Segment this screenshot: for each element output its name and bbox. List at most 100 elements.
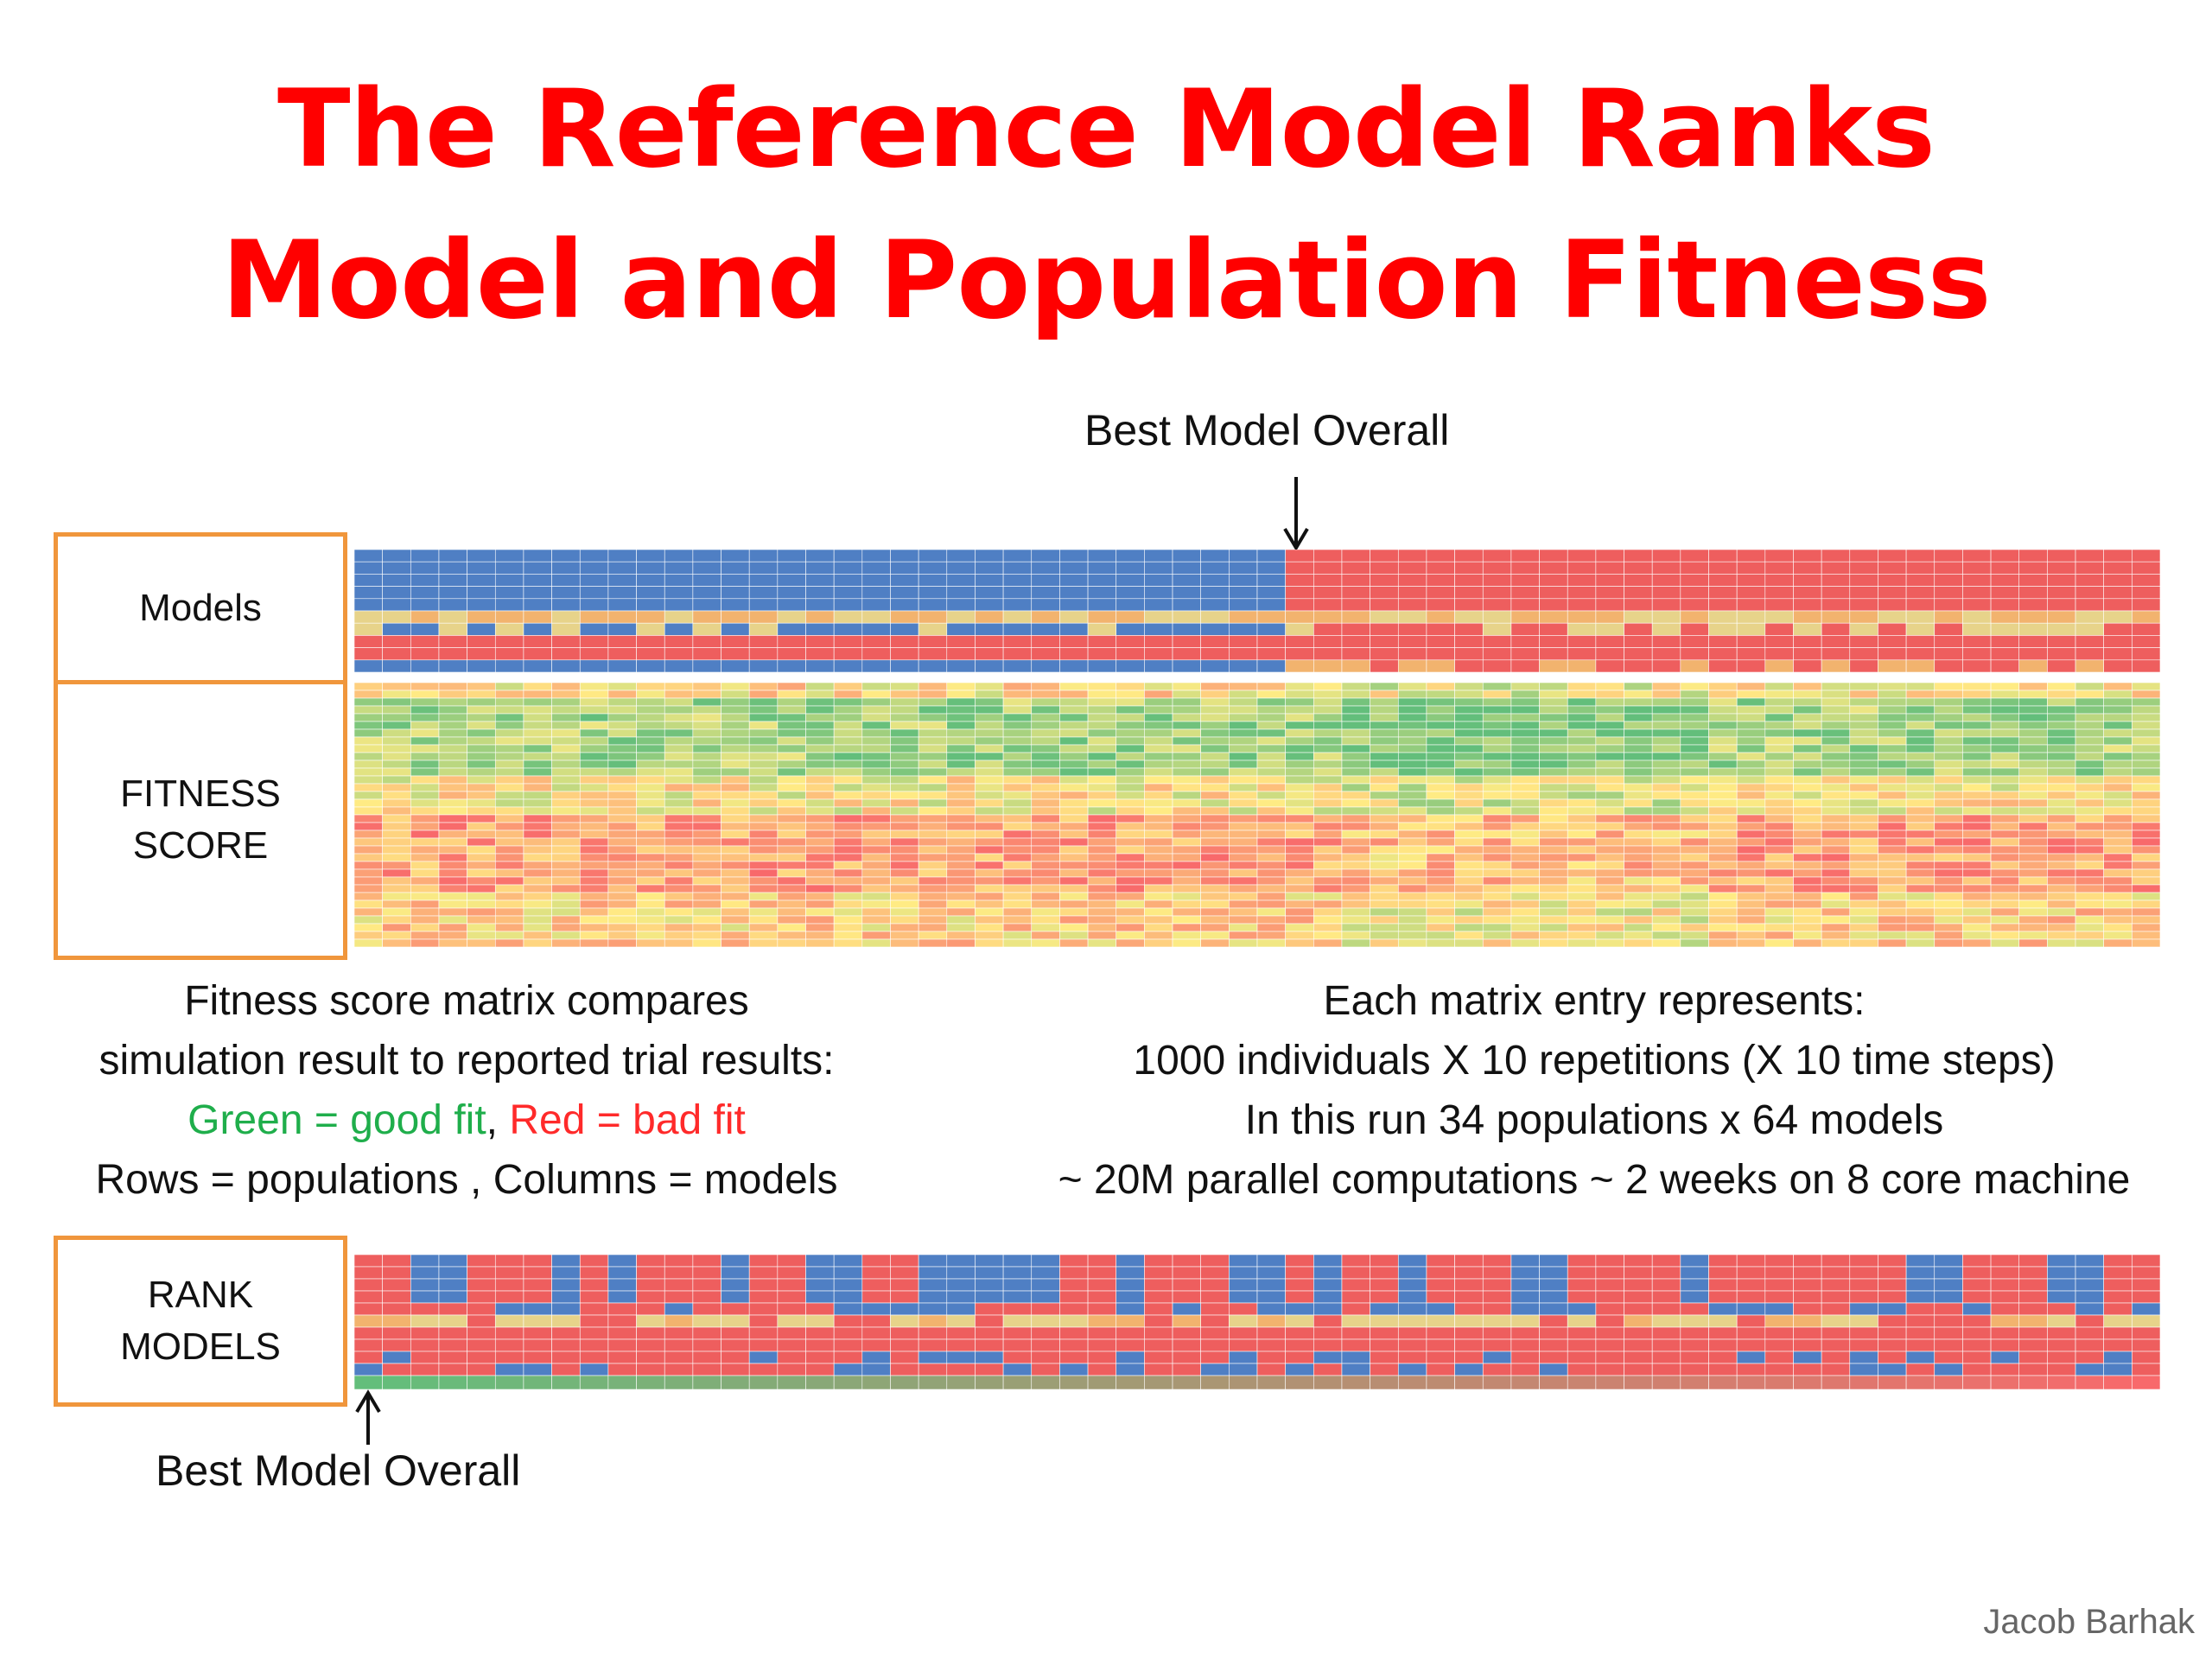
fitness-matrix-cell bbox=[1567, 814, 1597, 823]
fitness-matrix-cell bbox=[1172, 690, 1201, 699]
rank-matrix-cell bbox=[1990, 1266, 2020, 1280]
fitness-matrix-cell bbox=[1595, 830, 1624, 839]
fitness-matrix-cell bbox=[1736, 705, 1766, 715]
rank-matrix-cell bbox=[2103, 1363, 2133, 1376]
fitness-matrix-cell bbox=[1002, 907, 1033, 917]
models-matrix-cell bbox=[748, 622, 779, 636]
models-matrix-cell bbox=[1172, 550, 1201, 563]
models-matrix-cell bbox=[607, 610, 637, 624]
fitness-matrix-cell bbox=[1539, 907, 1568, 917]
rank-score-cell bbox=[1567, 1375, 1597, 1389]
fitness-matrix-cell bbox=[1821, 830, 1851, 839]
fitness-matrix-cell bbox=[494, 760, 524, 769]
rank-matrix-cell bbox=[2018, 1314, 2048, 1328]
models-matrix-cell bbox=[975, 659, 1004, 672]
fitness-matrix-cell bbox=[1680, 830, 1709, 839]
fitness-matrix-cell bbox=[2103, 713, 2133, 722]
models-matrix-cell bbox=[1878, 561, 1907, 575]
fitness-matrix-cell bbox=[382, 713, 411, 722]
fitness-matrix-cell bbox=[1059, 760, 1089, 769]
rank-matrix-cell bbox=[410, 1338, 440, 1352]
fitness-matrix-cell bbox=[1990, 728, 2020, 738]
fitness-matrix-cell bbox=[2018, 713, 2048, 722]
fitness-matrix-cell bbox=[721, 845, 750, 855]
fitness-matrix-cell bbox=[1595, 892, 1624, 901]
fitness-matrix-cell bbox=[1934, 683, 1963, 691]
fitness-matrix-cell bbox=[1285, 791, 1314, 800]
fitness-matrix-cell bbox=[410, 837, 440, 847]
fitness-matrix-cell bbox=[1482, 806, 1512, 816]
fitness-matrix-cell bbox=[833, 814, 863, 823]
fitness-matrix-cell bbox=[1990, 752, 2020, 761]
fitness-matrix-cell bbox=[1595, 876, 1624, 886]
fitness-matrix-cell bbox=[1962, 923, 1992, 932]
models-matrix-cell bbox=[1397, 574, 1427, 587]
fitness-matrix-cell bbox=[1708, 728, 1738, 738]
rank-matrix-cell bbox=[1426, 1278, 1455, 1292]
fitness-matrix-cell bbox=[1849, 683, 1878, 691]
fitness-matrix-cell bbox=[1285, 690, 1314, 699]
rank-matrix-cell bbox=[1567, 1363, 1597, 1376]
fitness-matrix-cell bbox=[2075, 861, 2104, 870]
models-matrix-cell bbox=[494, 635, 524, 648]
fitness-matrix-cell bbox=[1539, 915, 1568, 925]
rank-score-cell bbox=[607, 1375, 637, 1389]
models-matrix-cell bbox=[1229, 622, 1258, 636]
fitness-matrix-cell bbox=[354, 814, 383, 823]
fitness-matrix-cell bbox=[1962, 892, 1992, 901]
models-matrix-cell bbox=[1172, 659, 1201, 672]
fitness-matrix-cell bbox=[607, 775, 637, 785]
fitness-matrix-cell bbox=[551, 721, 581, 730]
fitness-matrix-cell bbox=[1454, 705, 1484, 715]
rank-matrix-cell bbox=[1990, 1351, 2020, 1364]
rank-matrix-cell bbox=[1764, 1302, 1794, 1316]
fitness-matrix-cell bbox=[2103, 837, 2133, 847]
models-matrix-cell bbox=[354, 647, 383, 661]
fitness-matrix-cell bbox=[1059, 892, 1089, 901]
rank-score-cell bbox=[1002, 1375, 1033, 1389]
models-matrix-cell bbox=[1905, 574, 1936, 587]
fitness-matrix-cell bbox=[467, 868, 496, 878]
fitness-matrix-cell bbox=[946, 923, 976, 932]
fitness-matrix-cell bbox=[1031, 907, 1060, 917]
models-matrix-cell bbox=[1059, 550, 1089, 563]
fitness-matrix-cell bbox=[1539, 861, 1568, 870]
fitness-matrix-cell bbox=[1764, 760, 1794, 769]
fitness-matrix-cell bbox=[1905, 853, 1936, 862]
fitness-matrix-cell bbox=[1172, 822, 1201, 831]
rank-matrix-cell bbox=[918, 1338, 948, 1352]
fitness-matrix-cell bbox=[1031, 791, 1060, 800]
fitness-matrix-cell bbox=[890, 736, 919, 746]
models-matrix-cell bbox=[551, 598, 581, 612]
rank-matrix-cell bbox=[1313, 1278, 1343, 1292]
models-matrix-cell bbox=[1680, 622, 1709, 636]
fitness-matrix-cell bbox=[494, 915, 524, 925]
fitness-matrix-cell bbox=[1821, 697, 1851, 707]
models-matrix-cell bbox=[1002, 561, 1033, 575]
fitness-matrix-cell bbox=[607, 868, 637, 878]
rank-score-cell bbox=[438, 1375, 467, 1389]
fitness-matrix-cell bbox=[861, 760, 891, 769]
fitness-matrix-cell bbox=[664, 760, 694, 769]
fitness-matrix-cell bbox=[1680, 744, 1709, 753]
fitness-matrix-cell bbox=[721, 744, 750, 753]
fitness-matrix-cell bbox=[1567, 690, 1597, 699]
rank-matrix-cell bbox=[636, 1255, 665, 1268]
models-matrix-cell bbox=[1905, 598, 1936, 612]
fitness-matrix-cell bbox=[410, 767, 440, 777]
fitness-matrix-cell bbox=[1426, 861, 1455, 870]
fitness-matrix-cell bbox=[664, 713, 694, 722]
fitness-matrix-cell bbox=[1200, 791, 1230, 800]
fitness-matrix-cell bbox=[890, 697, 919, 707]
fitness-matrix-cell bbox=[1200, 884, 1230, 893]
fitness-matrix-cell bbox=[1059, 899, 1089, 909]
fitness-matrix-cell bbox=[1341, 938, 1370, 947]
fitness-matrix-cell bbox=[918, 822, 948, 831]
fitness-matrix-cell bbox=[1229, 690, 1258, 699]
fitness-matrix-cell bbox=[2018, 791, 2048, 800]
fitness-matrix-cell bbox=[1031, 861, 1060, 870]
rank-matrix-cell bbox=[1793, 1278, 1822, 1292]
rank-matrix-cell bbox=[1878, 1278, 1907, 1292]
rank-matrix-cell bbox=[438, 1278, 467, 1292]
fitness-matrix-cell bbox=[636, 938, 665, 947]
